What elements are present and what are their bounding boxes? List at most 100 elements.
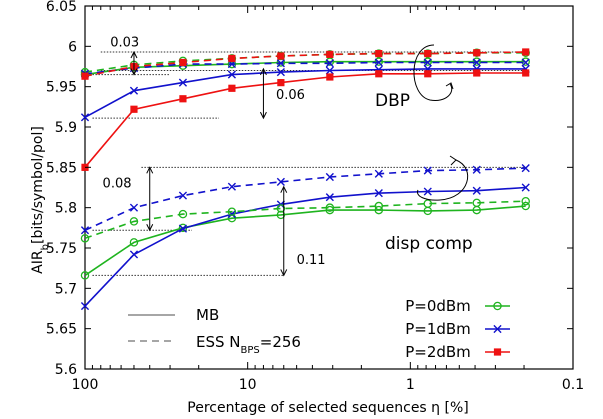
data-point-square [179,58,187,67]
y-tick-label: 5.8 [55,201,77,217]
data-point-circle [423,57,433,66]
data-point-x [472,58,481,67]
y-tick-label: 5.6 [55,362,77,378]
data-point-square [277,79,285,87]
data-point-x [276,177,285,186]
annotation-dbp: DBP [375,91,410,111]
data-point-x [276,59,285,68]
data-point-x [325,59,334,68]
annotations: 0.03 0.06 0.08 0.11 DBP disp comp [103,35,473,277]
legend-label-power: P=2dBm [405,343,471,361]
series-line [84,200,526,240]
rotation-arrow-disp-head [449,155,457,166]
data-point-circle [521,196,530,206]
annotation-0-03: 0.03 [110,35,139,50]
x-tick-label: 0.1 [562,377,584,393]
annotation-0-11: 0.11 [297,253,326,268]
series-9 [80,164,530,235]
data-point-x [129,250,139,259]
series-line [84,186,526,307]
series-line [84,61,526,75]
data-point-circle [129,217,139,226]
arrow-0-06-head-bottom [259,111,267,120]
data-point-x [374,58,383,67]
rotation-arrow-dbp-head [445,82,454,90]
legend-label-ess-suffix: =256 [260,333,301,351]
data-point-circle [472,198,481,208]
y-tick-label: 5.9 [55,120,77,136]
data-point-x [521,183,530,192]
y-tick-label: 5.75 [46,241,77,257]
data-point-circle [178,209,188,219]
data-point-circle [80,271,90,280]
data-point-x [178,224,188,233]
data-point-circle [521,201,530,211]
reference-lines [92,51,525,276]
legend-marker-circle [493,301,502,311]
data-point-x [472,186,481,195]
data-point-circle [80,234,90,243]
annotation-disp-comp: disp comp [385,234,473,254]
arrow-0-03-head-bottom [130,68,138,76]
data-point-x [276,68,285,77]
series-line [84,72,526,168]
data-point-square [522,48,530,56]
data-point-square [424,49,432,58]
data-point-x [374,189,383,198]
data-point-x [374,169,383,178]
data-point-square [473,69,481,77]
data-point-circle [129,238,139,247]
y-axis-label: AIRb[bits/symbol/pol] [30,126,51,274]
data-point-square [228,84,236,92]
x-tick-label: 100 [72,377,99,393]
x-tick-label: 10 [239,377,257,393]
series-8 [80,196,530,243]
data-point-x [178,78,188,87]
arrow-0-06-head-top [259,67,267,76]
y-tick-label: 6 [68,39,77,55]
y-tick-label: 5.65 [46,322,77,338]
series-line [84,68,526,119]
legend-label-power: P=1dBm [405,320,471,338]
data-point-square [81,72,89,80]
legend-label-power: P=0dBm [405,297,471,315]
data-point-x [227,70,236,79]
data-point-square [375,70,383,78]
rotation-arrow-disp [416,159,469,201]
legend-label-mb: MB [196,306,219,324]
data-point-x [227,182,236,191]
series-line [84,205,526,277]
data-point-x [129,86,139,95]
data-point-x [521,164,530,173]
y-tick-label: 5.95 [46,80,77,96]
legend-marker-square [493,348,502,356]
legend: MB ESS NBPS=256 P=0dBm P=1dBm P=2dBm [128,297,510,361]
data-point-square [326,50,334,58]
data-point-x [521,58,530,67]
y-tick-label: 6.05 [46,0,77,15]
x-tick-label: 1 [406,377,415,393]
series-line [84,51,526,77]
arrow-0-08-head-top [146,166,154,174]
data-point-x [472,165,481,174]
data-point-x [325,172,334,182]
data-point-circle [374,205,384,215]
data-point-x [325,66,334,75]
series-7 [80,183,530,311]
data-point-circle [227,207,237,216]
series-layer [80,48,530,311]
data-point-x [325,193,334,202]
data-point-circle [521,57,530,66]
legend-marker-x [493,324,502,334]
data-point-circle [374,57,384,66]
data-point-circle [325,203,335,212]
data-point-circle [423,199,433,208]
data-point-square [179,95,187,103]
x-axis-label: Percentage of selected sequences η [%] [187,400,468,416]
axis-ticks: 5.6 5.65 5.7 5.75 5.8 5.85 5.9 5.95 6 6.05 100 10 1 0… [46,0,584,393]
data-point-square [277,52,285,60]
arrow-0-11-head-top [280,185,288,193]
data-point-square [130,105,138,113]
data-point-x [423,58,432,67]
